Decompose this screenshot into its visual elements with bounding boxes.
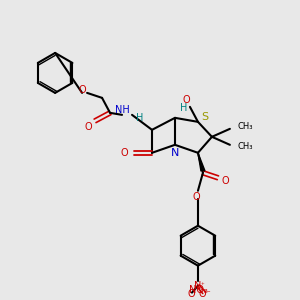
Polygon shape bbox=[198, 153, 205, 171]
Text: CH₃: CH₃ bbox=[238, 142, 254, 151]
Text: S: S bbox=[201, 112, 208, 122]
Text: O: O bbox=[182, 95, 190, 105]
Text: O: O bbox=[78, 85, 86, 95]
Text: O: O bbox=[192, 192, 200, 202]
Text: H: H bbox=[180, 103, 187, 113]
Text: N: N bbox=[171, 148, 179, 158]
Text: NH: NH bbox=[115, 105, 129, 115]
Text: NO₂: NO₂ bbox=[188, 285, 207, 295]
Text: O: O bbox=[120, 148, 128, 158]
Text: O: O bbox=[84, 122, 92, 132]
Text: O: O bbox=[221, 176, 229, 186]
Text: O⁻: O⁻ bbox=[199, 289, 211, 298]
Text: N: N bbox=[194, 280, 202, 291]
Text: O: O bbox=[187, 289, 195, 298]
Text: H: H bbox=[136, 113, 144, 123]
Text: ⁺: ⁺ bbox=[201, 283, 205, 289]
Text: CH₃: CH₃ bbox=[238, 122, 254, 131]
